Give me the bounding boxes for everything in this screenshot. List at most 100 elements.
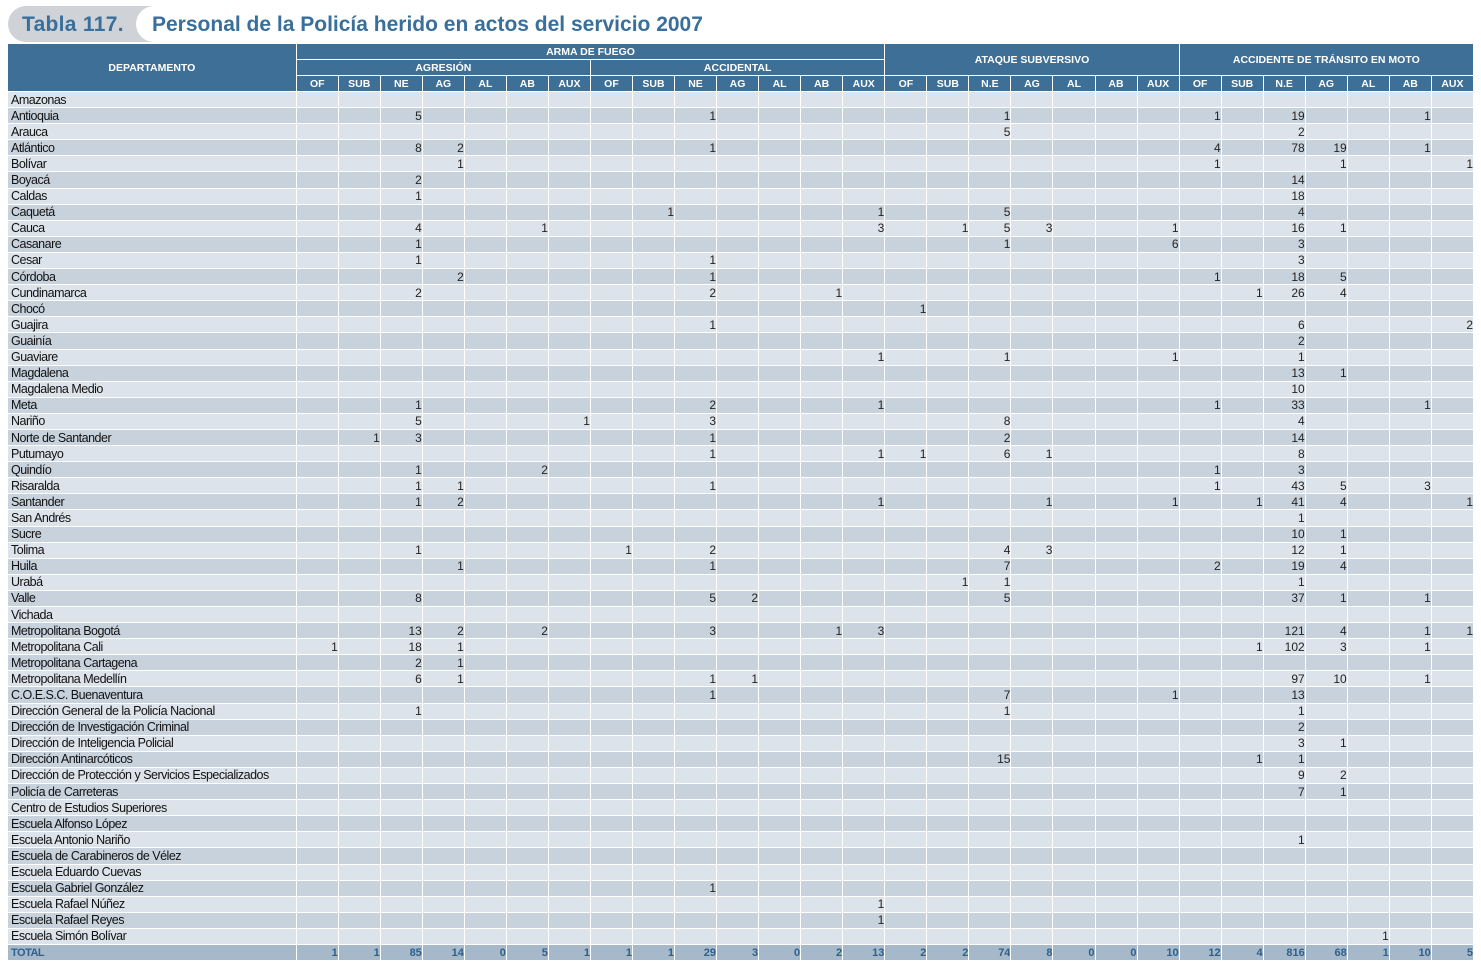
value-cell bbox=[884, 622, 928, 640]
value-cell bbox=[1347, 397, 1390, 414]
department-name: Santander bbox=[8, 493, 297, 511]
value-cell: 1 bbox=[884, 445, 928, 463]
value-cell bbox=[758, 864, 802, 881]
value-cell bbox=[1221, 686, 1264, 704]
value-cell bbox=[1347, 912, 1390, 929]
value-cell bbox=[1389, 558, 1432, 575]
value-cell: 1 bbox=[674, 880, 718, 897]
value-cell bbox=[632, 397, 676, 414]
value-cell bbox=[590, 139, 633, 157]
value-cell: 18 bbox=[380, 638, 423, 656]
value-cell bbox=[506, 670, 549, 688]
value-cell bbox=[548, 139, 591, 157]
value-cell: 3 bbox=[1010, 220, 1054, 237]
value-cell bbox=[296, 622, 339, 640]
value-cell bbox=[296, 139, 339, 157]
value-cell bbox=[1052, 139, 1096, 157]
value-cell bbox=[842, 429, 886, 447]
value-cell bbox=[506, 783, 549, 801]
value-cell bbox=[632, 381, 676, 398]
value-cell bbox=[548, 880, 591, 897]
value-cell bbox=[1137, 735, 1180, 752]
value-cell bbox=[422, 574, 465, 591]
value-cell bbox=[1389, 332, 1432, 350]
value-cell bbox=[1137, 864, 1180, 881]
value-cell bbox=[1137, 831, 1180, 849]
value-cell bbox=[758, 542, 802, 559]
value-cell bbox=[716, 268, 760, 286]
value-cell bbox=[590, 703, 633, 720]
value-cell bbox=[716, 799, 760, 817]
value-cell bbox=[422, 397, 465, 414]
value-cell bbox=[1137, 847, 1180, 865]
value-cell bbox=[1010, 139, 1054, 157]
value-cell bbox=[464, 461, 507, 479]
value-cell: 1 bbox=[1305, 155, 1348, 173]
value-cell bbox=[1389, 284, 1432, 302]
value-cell bbox=[464, 204, 507, 221]
value-cell bbox=[296, 880, 339, 897]
value-cell bbox=[1347, 558, 1390, 575]
value-cell bbox=[1095, 365, 1138, 382]
value-cell bbox=[296, 928, 339, 945]
value-cell bbox=[884, 670, 928, 688]
value-cell bbox=[632, 703, 676, 720]
value-cell bbox=[632, 365, 676, 382]
value-cell bbox=[380, 558, 423, 575]
value-cell bbox=[1305, 799, 1348, 817]
table-row: Magdalena 13 1 bbox=[8, 365, 1475, 382]
total-cell: 8 bbox=[1010, 944, 1054, 962]
value-cell bbox=[590, 413, 633, 430]
value-cell bbox=[1221, 574, 1264, 591]
value-cell bbox=[758, 654, 802, 672]
value-cell bbox=[968, 155, 1012, 173]
value-cell bbox=[506, 252, 549, 270]
value-cell bbox=[884, 268, 928, 286]
value-cell bbox=[884, 654, 928, 672]
value-cell bbox=[1431, 928, 1475, 945]
value-cell bbox=[758, 847, 802, 865]
value-cell bbox=[1431, 719, 1475, 736]
value-cell bbox=[1010, 188, 1054, 205]
value-cell: 78 bbox=[1263, 139, 1306, 157]
value-cell bbox=[1431, 107, 1475, 125]
value-cell bbox=[1389, 783, 1432, 801]
value-cell bbox=[1389, 896, 1432, 913]
department-name: Chocó bbox=[8, 300, 297, 318]
value-cell bbox=[464, 155, 507, 173]
value-cell bbox=[422, 735, 465, 752]
value-cell bbox=[1095, 622, 1138, 640]
value-cell: 5 bbox=[380, 413, 423, 430]
value-cell bbox=[1305, 413, 1348, 430]
value-cell bbox=[338, 477, 381, 495]
value-cell bbox=[674, 381, 718, 398]
department-name: Escuela Simón Bolívar bbox=[8, 928, 297, 945]
value-cell bbox=[1052, 123, 1096, 141]
value-cell bbox=[1052, 703, 1096, 720]
value-cell bbox=[1347, 155, 1390, 173]
value-cell bbox=[590, 574, 633, 591]
value-cell: 9 bbox=[1263, 767, 1306, 785]
value-cell bbox=[968, 912, 1012, 929]
value-cell bbox=[716, 847, 760, 865]
value-cell: 1 bbox=[1221, 751, 1264, 768]
column-header: AL bbox=[464, 75, 507, 92]
value-cell bbox=[1137, 896, 1180, 913]
value-cell bbox=[1305, 606, 1348, 624]
value-cell: 1 bbox=[674, 107, 718, 125]
value-cell bbox=[1052, 268, 1096, 286]
department-name: Vichada bbox=[8, 606, 297, 624]
total-cell: 0 bbox=[758, 944, 802, 962]
value-cell: 2 bbox=[422, 139, 465, 157]
value-cell bbox=[1010, 349, 1054, 366]
value-cell bbox=[1431, 526, 1475, 543]
column-header: SUB bbox=[338, 75, 381, 92]
value-cell bbox=[758, 703, 802, 720]
value-cell bbox=[506, 847, 549, 865]
value-cell bbox=[968, 284, 1012, 302]
value-cell bbox=[968, 365, 1012, 382]
value-cell bbox=[464, 349, 507, 366]
value-cell bbox=[1052, 928, 1096, 945]
value-cell bbox=[548, 622, 591, 640]
value-cell bbox=[506, 751, 549, 768]
